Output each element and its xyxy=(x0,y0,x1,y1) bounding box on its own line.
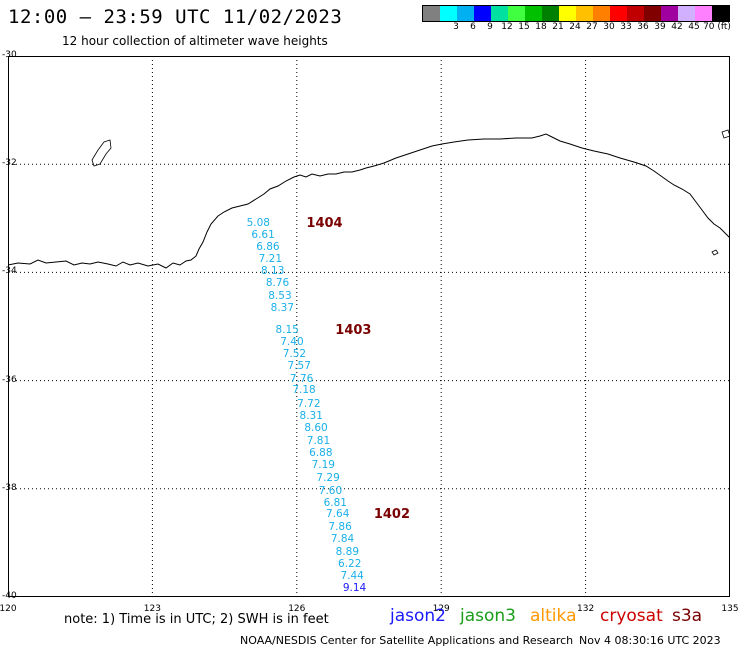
wave-height-value: 8.76 xyxy=(265,277,290,290)
satellite-legend-jason2: jason2 xyxy=(390,606,446,626)
colorbar-swatch xyxy=(678,6,695,21)
wave-height-value: 8.89 xyxy=(335,545,360,558)
wave-height-value: 6.61 xyxy=(251,228,275,241)
credit-text: NOAA/NESDIS Center for Satellite Applica… xyxy=(240,634,574,647)
longitude-tick-label: 129 xyxy=(432,604,450,614)
colorbar-label: 24 xyxy=(569,22,581,32)
colorbar-swatch xyxy=(576,6,593,21)
wave-height-value: 8.60 xyxy=(304,422,328,435)
colorbar-label: 9 xyxy=(487,22,493,32)
colorbar-swatch xyxy=(712,6,729,21)
wave-height-value: 7.84 xyxy=(330,533,355,546)
colorbar-label: 45 xyxy=(688,22,700,32)
colorbar-swatch xyxy=(593,6,610,21)
colorbar-swatch xyxy=(695,6,712,21)
wave-height-value: 7.29 xyxy=(316,472,340,485)
wave-height-value: 7.21 xyxy=(258,252,283,265)
colorbar-swatch xyxy=(491,6,508,21)
abrolhos-islands-outline xyxy=(91,139,112,167)
colorbar-label: 21 xyxy=(552,22,564,32)
longitude-tick-label: 123 xyxy=(143,604,161,614)
wave-height-value: 7.81 xyxy=(306,434,331,447)
wave-height-value: 8.37 xyxy=(270,301,295,314)
latitude-tick-label: -34 xyxy=(2,266,17,277)
wave-height-value: 6.88 xyxy=(309,446,333,459)
latitude-tick-label: -36 xyxy=(2,374,17,385)
colorbar-swatch xyxy=(559,6,576,21)
latitude-tick-label: -40 xyxy=(2,591,17,601)
wave-height-value: 7.44 xyxy=(340,569,364,582)
colorbar-label: 3 xyxy=(453,22,459,32)
pass-number-label: 1404 xyxy=(306,215,343,231)
lat-lon-grid xyxy=(8,56,730,597)
colorbar-swatch xyxy=(508,6,525,21)
pass-number-label: 1403 xyxy=(335,322,372,338)
wave-height-value: 5.08 xyxy=(246,216,270,229)
colorbar-label: 33 xyxy=(620,22,632,32)
colorbar-swatch xyxy=(542,6,559,21)
colorbar-label: 36 xyxy=(637,22,649,32)
wave-height-colorbar xyxy=(422,5,730,22)
longitude-tick-label: 120 xyxy=(0,604,17,614)
pass-number-label: 1402 xyxy=(373,506,410,522)
wave-height-value: 6.81 xyxy=(323,496,347,509)
wave-height-value: 7.76 xyxy=(289,372,314,385)
page-subtitle: 12 hour collection of altimeter wave hei… xyxy=(62,34,328,48)
wave-height-value: 7.52 xyxy=(282,348,307,361)
colorbar-swatch xyxy=(474,6,491,21)
wave-height-value: 7.86 xyxy=(328,520,352,533)
wave-height-value: 8.53 xyxy=(268,289,292,302)
kangaroo-island-outline xyxy=(711,249,719,256)
wave-height-value: 7.57 xyxy=(287,360,311,373)
longitude-tick-label: 126 xyxy=(288,604,306,614)
colorbar-swatch xyxy=(627,6,644,21)
latitude-tick-label: -32 xyxy=(2,158,17,169)
wave-height-value: 8.13 xyxy=(261,265,285,278)
colorbar-label: 27 xyxy=(586,22,598,32)
colorbar-swatch xyxy=(661,6,678,21)
colorbar-labels: 3 6 9 12 15 18 21 24 27 30 33 36 39 42 45 70 (ft) xyxy=(422,22,731,36)
wave-height-value: 8.31 xyxy=(299,410,323,423)
colorbar-label: 42 xyxy=(671,22,683,32)
colorbar-swatch xyxy=(610,6,627,21)
satellite-legend-cryosat: cryosat xyxy=(600,606,663,626)
colorbar-label: 70 (ft) xyxy=(703,22,731,32)
generation-timestamp: Nov 4 08:30:16 UTC 2023 xyxy=(579,634,721,647)
wave-height-value: 6.86 xyxy=(256,241,280,254)
colorbar-label: 12 xyxy=(501,22,513,32)
colorbar-label: 18 xyxy=(535,22,547,32)
colorbar-label: 15 xyxy=(518,22,530,32)
page-title: 12:00 — 23:59 UTC 11/02/2023 xyxy=(8,6,343,28)
colorbar-swatch xyxy=(644,6,661,21)
colorbar-label: 39 xyxy=(654,22,666,32)
map-panel[interactable] xyxy=(8,56,730,597)
satellite-legend-altika: altika xyxy=(530,606,577,626)
latitude-tick-label: -30 xyxy=(2,50,17,60)
colorbar-swatch xyxy=(457,6,474,21)
latitude-tick-label: -38 xyxy=(2,482,17,493)
colorbar-swatch xyxy=(423,6,440,21)
colorbar-label: 6 xyxy=(470,22,476,32)
satellite-legend-s3a: s3a xyxy=(672,606,703,626)
map-frame xyxy=(8,56,730,597)
wave-height-value: 7.60 xyxy=(318,484,343,497)
wave-height-value: 6.22 xyxy=(338,557,362,570)
wave-height-value: 9.14 xyxy=(342,581,367,594)
wave-height-value: 7.40 xyxy=(280,335,304,348)
eastern-island-outline xyxy=(721,129,730,139)
wave-height-value: 7.72 xyxy=(297,397,321,410)
longitude-tick-label: 132 xyxy=(577,604,595,614)
wave-height-value: 7.19 xyxy=(311,459,335,472)
wave-height-value: 7.64 xyxy=(326,507,350,520)
wave-height-value: 8.15 xyxy=(275,323,299,336)
colorbar-swatch xyxy=(525,6,542,21)
longitude-tick-label: 135 xyxy=(721,604,739,614)
satellite-legend-jason3: jason3 xyxy=(460,606,516,626)
footer-note: note: 1) Time is in UTC; 2) SWH is in fe… xyxy=(64,612,329,627)
colorbar-swatch xyxy=(440,6,457,21)
wave-height-value: 7.18 xyxy=(292,384,316,397)
map-canvas xyxy=(8,56,730,597)
colorbar-label: 30 xyxy=(603,22,615,32)
australia-coastline xyxy=(8,133,730,269)
